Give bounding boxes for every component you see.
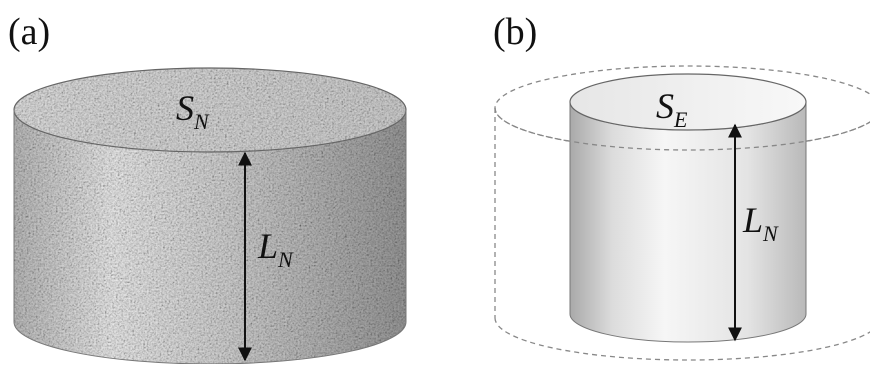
panel-b: (b) SE LN bbox=[493, 11, 870, 361]
symbol-s-e: SE bbox=[656, 86, 688, 132]
inner-cylinder-top bbox=[569, 73, 807, 131]
inner-cylinder bbox=[569, 73, 807, 343]
outer-dashed-front-arc bbox=[494, 107, 870, 151]
cylinder-a bbox=[14, 68, 406, 364]
cylinder-a-side bbox=[14, 110, 406, 364]
cylinder-a-top bbox=[14, 68, 406, 152]
panel-a-label: (a) bbox=[8, 11, 50, 53]
panel-b-label: (b) bbox=[493, 11, 537, 53]
symbol-l-n-a: LN bbox=[257, 226, 294, 272]
panel-a: (a) SN LN bbox=[8, 11, 407, 365]
symbol-s-n: SN bbox=[176, 88, 210, 134]
symbol-l-n-b: LN bbox=[742, 200, 779, 246]
